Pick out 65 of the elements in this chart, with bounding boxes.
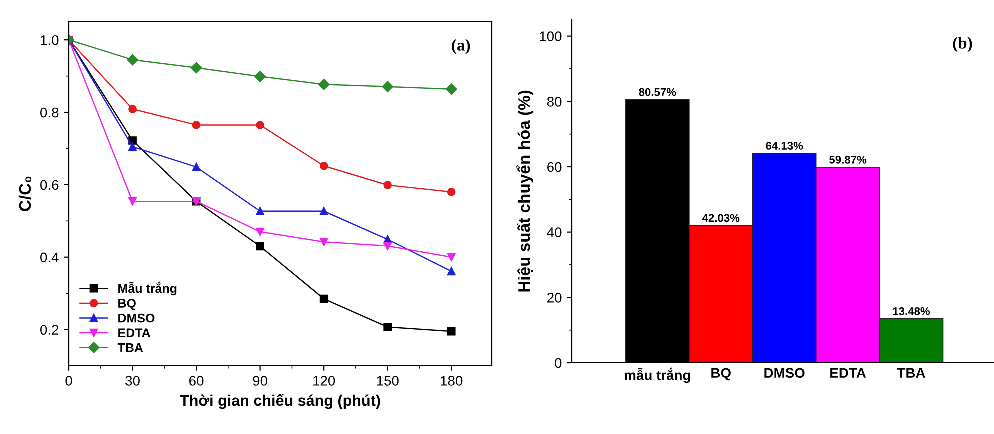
x-tick-label: 30: [126, 376, 140, 386]
point: [128, 136, 137, 145]
y-tick-label: 60: [548, 162, 562, 172]
y-tick-label: 0.2: [40, 325, 59, 335]
annotation: (a): [452, 39, 470, 54]
x-tick-label: BQ: [712, 368, 731, 381]
y-tick-label: 100: [540, 32, 562, 42]
point: [384, 323, 392, 332]
y-tick-label: 0.8: [40, 108, 59, 118]
point: [128, 142, 137, 152]
data-label: 42.03%: [702, 214, 740, 222]
point: [320, 238, 328, 246]
legend-label: TBA: [118, 344, 144, 352]
y-tick-label: 0: [555, 358, 562, 368]
point: [320, 207, 328, 216]
data-label: 59.87%: [830, 156, 867, 164]
x-tick-label: DMSO: [764, 368, 805, 378]
point: [190, 62, 202, 74]
y-axis-title: C/C₀: [18, 176, 32, 212]
point: [192, 163, 201, 172]
point: [384, 242, 392, 250]
data-label: 64.13%: [766, 142, 804, 150]
point: [256, 228, 264, 236]
point: [384, 181, 392, 190]
point: [192, 121, 201, 130]
x-tick-label: TBA: [897, 368, 926, 378]
x-tick-label: mẫu trắng: [625, 368, 690, 384]
data-label: 80.57%: [639, 88, 676, 96]
point: [447, 267, 456, 276]
y-axis-title: Hiệu suất chuyển hóa (%): [516, 90, 534, 292]
x-tick-label: EDTA: [830, 368, 866, 378]
y-tick-label: 20: [548, 293, 562, 303]
point: [127, 54, 138, 66]
point: [318, 79, 330, 90]
y-tick-label: 0.6: [40, 180, 59, 190]
data-label: 13.48%: [893, 308, 930, 316]
y-tick-label: 1.0: [41, 35, 59, 46]
point: [254, 71, 266, 82]
x-tick-label: 0: [66, 376, 72, 386]
x-tick-label: 150: [377, 376, 399, 386]
x-tick-label: 120: [314, 376, 336, 386]
point: [446, 84, 458, 95]
y-tick-label: 40: [547, 228, 562, 238]
annotation: (b): [953, 37, 972, 52]
y-tick-label: 0.4: [40, 252, 59, 263]
y-tick-label: 80: [547, 97, 562, 107]
point: [382, 81, 394, 92]
point: [447, 327, 456, 336]
legend-label: BQ: [118, 299, 136, 310]
point: [128, 197, 137, 206]
legend-label: EDTA: [118, 328, 151, 338]
point: [256, 242, 264, 251]
x-tick-label: 60: [190, 376, 204, 386]
point: [128, 105, 137, 114]
legend-label: DMSO: [118, 314, 155, 323]
legend-label: Mẫu trắng: [118, 282, 177, 296]
point: [256, 207, 264, 216]
point: [447, 188, 456, 196]
point: [447, 253, 456, 262]
point: [320, 294, 328, 304]
x-tick-label: 90: [253, 376, 268, 386]
x-tick-label: 180: [441, 376, 463, 386]
x-axis-title: Thời gian chiếu sáng (phút): [180, 394, 380, 410]
point: [256, 121, 264, 130]
point: [320, 162, 328, 170]
